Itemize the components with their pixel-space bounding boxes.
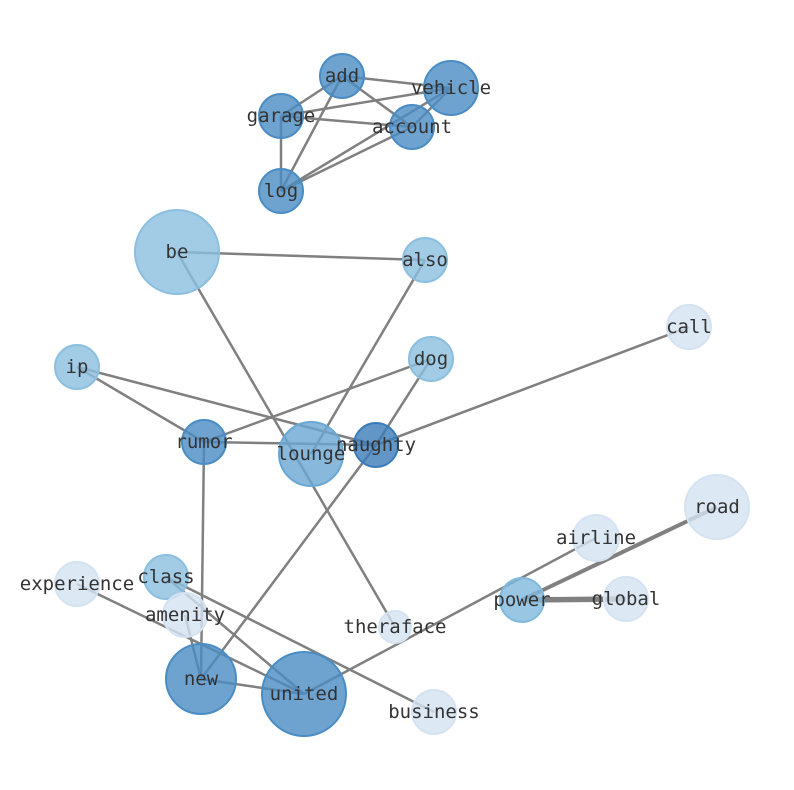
node-label: global bbox=[592, 588, 661, 610]
node-circle bbox=[165, 643, 237, 715]
node-circle bbox=[603, 576, 649, 622]
node-label: power bbox=[493, 589, 550, 611]
node-new bbox=[165, 643, 237, 715]
node-label: dog bbox=[414, 348, 448, 370]
edge-dog-rumor bbox=[203, 357, 432, 444]
node-global bbox=[603, 576, 649, 622]
node-label: add bbox=[325, 65, 359, 87]
node-add bbox=[319, 53, 365, 99]
edge-garage-vehicle bbox=[280, 86, 452, 118]
edge-also-lounge bbox=[309, 259, 427, 455]
node-log bbox=[258, 168, 304, 214]
node-circle bbox=[261, 651, 347, 737]
node-also bbox=[402, 237, 448, 283]
node-label: road bbox=[694, 496, 740, 518]
node-circle bbox=[54, 561, 100, 607]
node-label: also bbox=[402, 249, 448, 271]
node-circle bbox=[143, 554, 189, 600]
node-circle bbox=[258, 168, 304, 214]
node-dog bbox=[408, 336, 454, 382]
node-circle bbox=[378, 610, 412, 644]
node-circle bbox=[181, 419, 227, 465]
node-airline bbox=[572, 514, 620, 562]
node-amenity bbox=[162, 592, 208, 638]
edge-class-business bbox=[165, 575, 435, 714]
node-garage bbox=[258, 93, 304, 139]
node-circle bbox=[278, 421, 344, 487]
edge-naughty-new bbox=[199, 444, 378, 680]
node-circle bbox=[389, 104, 435, 150]
edge-log-account bbox=[280, 125, 413, 193]
node-lounge bbox=[278, 421, 344, 487]
node-label: united bbox=[270, 683, 339, 705]
node-circle bbox=[134, 209, 220, 295]
node-class bbox=[143, 554, 189, 600]
node-circle bbox=[258, 93, 304, 139]
node-road bbox=[684, 474, 750, 540]
edge-ip-rumor bbox=[76, 365, 205, 444]
node-label: experience bbox=[20, 573, 134, 595]
node-circle bbox=[162, 592, 208, 638]
edge-rumor-new bbox=[199, 441, 206, 680]
node-united bbox=[261, 651, 347, 737]
node-label: call bbox=[666, 316, 712, 338]
node-be bbox=[134, 209, 220, 295]
node-circle bbox=[408, 336, 454, 382]
node-circle bbox=[411, 689, 457, 735]
node-label: airline bbox=[556, 527, 636, 549]
node-label: class bbox=[137, 566, 194, 588]
node-circle bbox=[499, 577, 545, 623]
node-circle bbox=[572, 514, 620, 562]
node-circle bbox=[423, 60, 479, 116]
node-label: new bbox=[184, 668, 219, 690]
node-ip bbox=[54, 344, 100, 390]
node-business bbox=[411, 689, 457, 735]
node-label: amenity bbox=[145, 604, 225, 626]
node-circle bbox=[684, 474, 750, 540]
node-label: account bbox=[372, 116, 452, 138]
node-circle bbox=[319, 53, 365, 99]
node-account bbox=[389, 104, 435, 150]
node-label: lounge bbox=[277, 443, 346, 465]
node-circle bbox=[402, 237, 448, 283]
node-call bbox=[666, 304, 712, 350]
nodes-layer: add vehicle garage account log be also call ip do… bbox=[20, 53, 750, 737]
node-circle bbox=[54, 344, 100, 390]
node-label: vehicle bbox=[411, 77, 491, 99]
node-experience bbox=[54, 561, 100, 607]
node-label: be bbox=[166, 241, 189, 263]
node-label: ip bbox=[66, 356, 89, 378]
edge-united-airline bbox=[303, 536, 597, 696]
node-naughty bbox=[353, 422, 399, 468]
node-vehicle bbox=[423, 60, 479, 116]
edge-log-vehicle bbox=[280, 86, 452, 193]
node-label: business bbox=[388, 701, 480, 723]
node-label: garage bbox=[247, 105, 316, 127]
node-label: theraface bbox=[344, 616, 447, 638]
edge-power-road bbox=[521, 505, 718, 602]
edge-call-naughty bbox=[375, 325, 690, 447]
node-label: naughty bbox=[336, 434, 416, 456]
node-power bbox=[499, 577, 545, 623]
node-label: rumor bbox=[175, 431, 232, 453]
node-theraface bbox=[378, 610, 412, 644]
node-label: log bbox=[264, 180, 298, 202]
node-circle bbox=[666, 304, 712, 350]
node-circle bbox=[353, 422, 399, 468]
node-rumor bbox=[181, 419, 227, 465]
